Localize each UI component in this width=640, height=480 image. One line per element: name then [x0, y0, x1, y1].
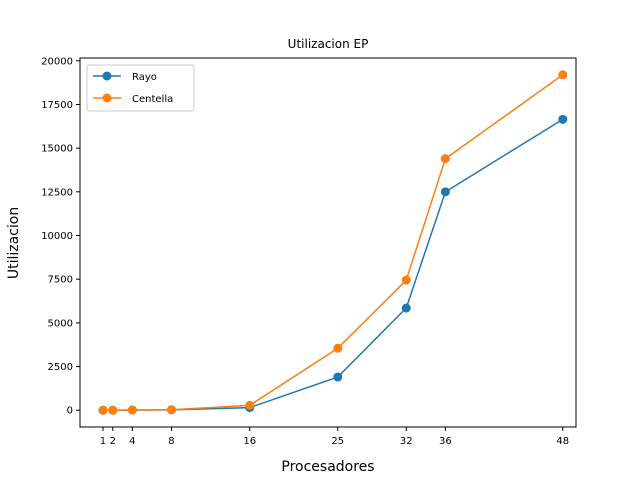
- legend: Rayo Centella: [86, 64, 195, 112]
- y-tick-label: 12500: [41, 187, 73, 198]
- x-axis: 1 2 4 8 16 25 32 36 48: [100, 427, 569, 447]
- chart-title: Utilizacion EP: [288, 37, 369, 51]
- data-point-centella: [558, 70, 568, 80]
- x-tick-label: 25: [331, 436, 344, 447]
- legend-marker-centella: [102, 93, 112, 103]
- y-tick-label: 5000: [48, 318, 73, 329]
- x-tick-label: 32: [400, 436, 413, 447]
- x-tick-label: 36: [439, 436, 452, 447]
- y-tick-label: 2500: [48, 362, 73, 373]
- data-point-centella: [440, 154, 450, 164]
- data-point-centella: [127, 405, 137, 415]
- data-point-centella: [108, 405, 118, 415]
- x-tick-label: 8: [168, 436, 174, 447]
- x-tick-label: 1: [100, 436, 106, 447]
- y-tick-label: 15000: [41, 144, 73, 155]
- y-tick-label: 20000: [41, 56, 73, 67]
- data-point-centella: [245, 400, 255, 410]
- data-point-centella: [166, 405, 176, 415]
- data-point-rayo: [333, 372, 343, 382]
- data-point-centella: [401, 275, 411, 285]
- legend-marker-rayo: [102, 71, 112, 81]
- data-point-rayo: [558, 114, 568, 124]
- y-tick-label: 10000: [41, 231, 73, 242]
- data-point-centella: [333, 343, 343, 353]
- series-layer: [98, 70, 568, 415]
- x-tick-label: 16: [243, 436, 256, 447]
- data-point-centella: [98, 405, 108, 415]
- legend-label-centella: Centella: [132, 94, 173, 105]
- data-point-rayo: [401, 303, 411, 313]
- y-axis: 0 2500 5000 7500 10000 12500 15000 17500 20000: [41, 56, 80, 417]
- y-axis-label: Utilizacion: [6, 207, 22, 279]
- legend-label-rayo: Rayo: [132, 72, 157, 83]
- y-tick-label: 7500: [48, 275, 73, 286]
- y-tick-label: 0: [67, 406, 73, 417]
- x-tick-label: 2: [110, 436, 116, 447]
- y-tick-label: 17500: [41, 100, 73, 111]
- x-axis-label: Procesadores: [281, 459, 374, 475]
- plot-area: [79, 57, 577, 428]
- x-tick-label: 48: [556, 436, 569, 447]
- x-tick-label: 4: [129, 436, 135, 447]
- data-point-rayo: [440, 187, 450, 197]
